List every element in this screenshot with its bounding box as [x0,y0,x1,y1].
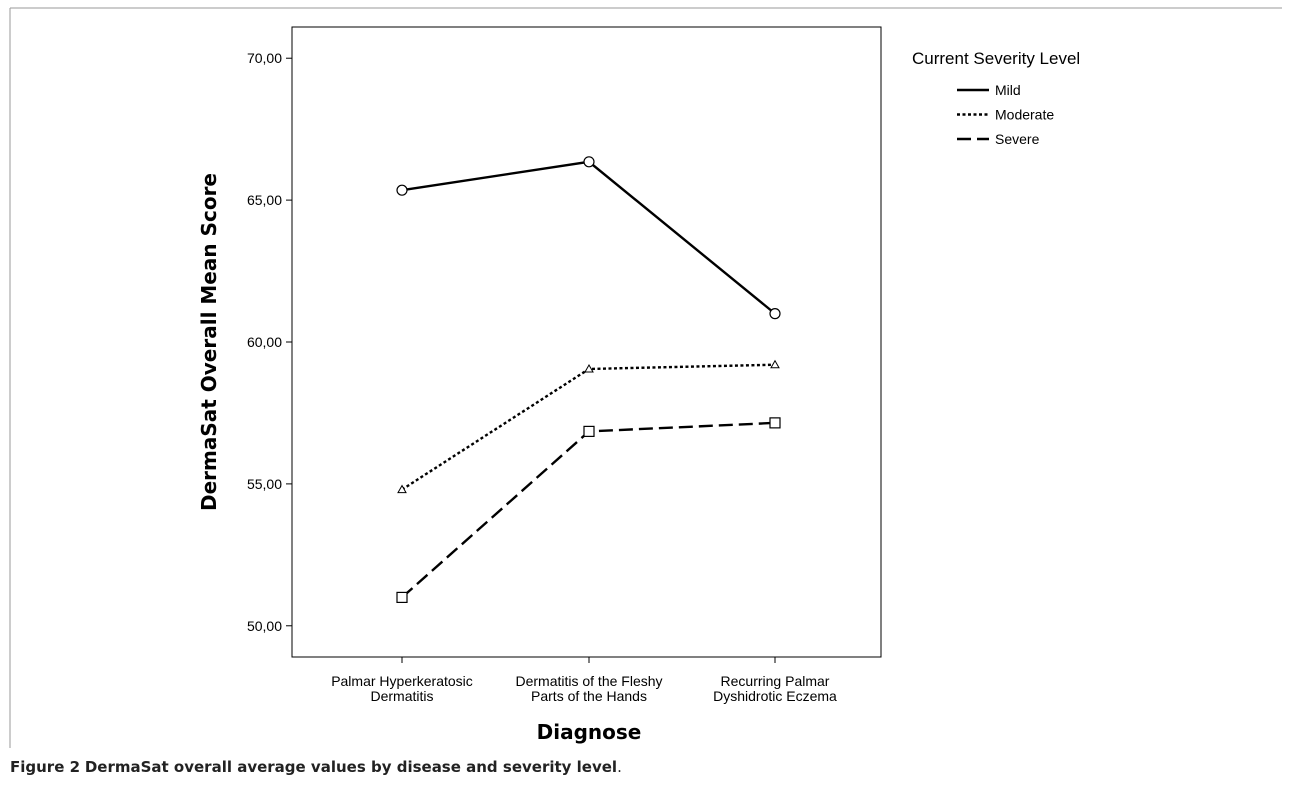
data-point-severe [583,425,595,437]
x-tick-label: Palmar Hyperkeratosic [331,673,473,689]
y-axis-label: DermaSat Overall Mean Score [197,173,221,511]
caption-text: DermaSat overall average values by disea… [84,758,618,776]
x-tick-label: Dermatitis [370,688,433,704]
x-tick-label: Parts of the Hands [531,688,647,704]
y-tick-label: 50,00 [247,618,282,634]
data-point-moderate [584,363,594,373]
data-point-mild [396,184,408,196]
legend-title: Current Severity Level [912,49,1080,68]
x-tick-label: Recurring Palmar [721,673,830,689]
caption-end: . [617,758,622,776]
figure-caption: Figure 2 DermaSat overall average values… [10,758,622,776]
data-point-mild [769,308,781,320]
x-tick-label: Dermatitis of the Fleshy [515,673,662,689]
y-tick-label: 65,00 [247,192,282,208]
x-tick-label: Dyshidrotic Eczema [713,688,837,704]
y-tick-label: 60,00 [247,334,282,350]
caption-label: Figure 2 [10,758,81,776]
line-chart: 50,00 55,00 60,00 65,00 70,00 Palmar Hyperker… [9,7,1282,748]
legend-label-moderate: Moderate [995,107,1054,123]
data-point-severe [769,417,781,429]
legend-label-severe: Severe [995,131,1040,147]
x-axis-label: Diagnose [537,720,642,744]
data-point-moderate [770,359,780,369]
plot-area [291,26,882,658]
legend-label-mild: Mild [995,82,1021,98]
data-point-severe [396,591,408,604]
series-line-severe [401,421,776,599]
y-tick-label: 70,00 [247,50,282,66]
series-line-mild [401,160,776,315]
data-point-mild [583,156,595,168]
data-point-moderate [397,484,407,494]
y-tick-label: 55,00 [247,476,282,492]
